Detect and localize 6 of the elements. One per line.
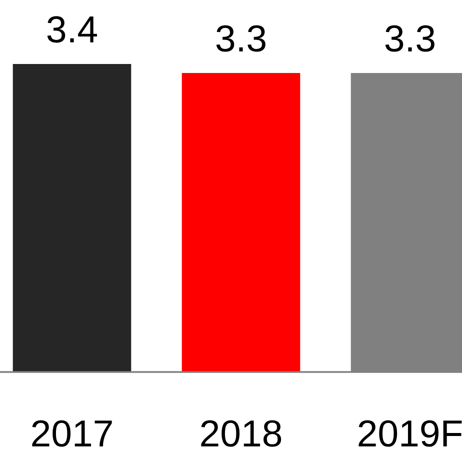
data-label: 3.4	[47, 16, 97, 43]
data-label: 3.3	[385, 25, 434, 52]
x-tick-label: 2018	[201, 420, 282, 447]
x-tick-label: 2017	[32, 420, 112, 447]
data-label: 3.3	[216, 25, 266, 52]
x-tick-label: 2019F	[358, 420, 462, 447]
